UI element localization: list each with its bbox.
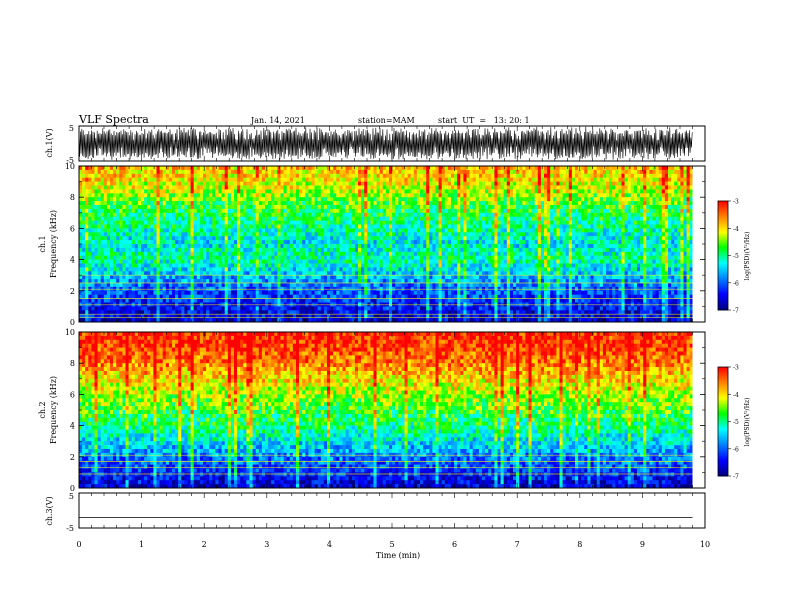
x-axis-time: 0 1 2 3 4 5 6 7 8 9 10	[76, 540, 710, 549]
y-axis-label-ch2: ch.2	[38, 401, 47, 418]
x-axis-label-time: Time (min)	[376, 551, 420, 560]
waveform-panel-ch3: 5 -5 ch.3(V) 0 1 2 3 4 5 6 7 8 9 10 Time (min)	[45, 492, 710, 560]
y-axis-label-ch1-voltage: ch.1(V)	[45, 128, 54, 157]
colorbar-tick-label: -6	[733, 446, 739, 453]
y-axis-label-ch1: ch.1	[38, 235, 47, 252]
x-tick-label: 2	[202, 540, 207, 549]
x-tick-label: 10	[700, 540, 710, 549]
colorbar-tick-label: -7	[733, 308, 739, 315]
colorbar-tick-label: -3	[733, 199, 739, 206]
colorbar-ch1: -3 -4 -5 -6 -7 log(PSD)(V²/Hz)	[717, 199, 751, 315]
x-tick-label: 3	[264, 540, 269, 549]
spectrogram-panel-ch1: 0 2 4 6 8 10 ch.1 Frequency (kHz)	[38, 162, 706, 327]
date-label: Jan. 14, 2021	[250, 116, 305, 125]
waveform-path-ch1	[79, 126, 693, 160]
station-label: station=MAM	[358, 116, 415, 125]
colorbar-ticks-ch1: -3 -4 -5 -6 -7	[728, 199, 739, 315]
colorbar-tick-label: -3	[733, 365, 739, 372]
colorbar-tick-label: -4	[733, 226, 739, 233]
colorbar-gradient-ch2	[718, 367, 728, 477]
colorbar-tick-label: -7	[733, 474, 739, 481]
start-time-label: start UT = 13: 20: 1	[438, 116, 530, 125]
x-tick-label: 6	[452, 540, 457, 549]
waveform-panel-ch1: 5 -5 ch.1(V)	[45, 124, 706, 165]
colorbar-ch2: -3 -4 -5 -6 -7 log(PSD)(V²/Hz)	[717, 365, 751, 481]
y-tick-label: 0	[70, 484, 75, 493]
y-tick-label: 6	[70, 390, 75, 399]
x-tick-label: 5	[389, 540, 394, 549]
y-tick-label: 5	[69, 492, 74, 501]
x-tick-label: 7	[515, 540, 520, 549]
spectrogram-image-ch1	[79, 166, 705, 322]
colorbar-tick-label: -5	[733, 253, 739, 260]
y-tick-label: 8	[70, 193, 75, 202]
spectrogram-image-ch2	[79, 332, 705, 488]
y-axis-label-frequency: Frequency (kHz)	[49, 210, 58, 278]
y-tick-label: 5	[69, 124, 74, 133]
x-tick-label: 1	[139, 540, 144, 549]
panel-frame-ch3-waveform	[78, 492, 706, 529]
x-tick-label: 9	[640, 540, 645, 549]
colorbar-tick-label: -4	[733, 392, 739, 399]
colorbar-label-ch1: log(PSD)(V²/Hz)	[744, 232, 751, 281]
colorbar-tick-label: -6	[733, 280, 739, 287]
figure-title: VLF Spectra	[78, 113, 149, 126]
y-axis-label-frequency: Frequency (kHz)	[49, 376, 58, 444]
colorbar-label-ch2: log(PSD)(V²/Hz)	[744, 398, 751, 447]
y-tick-label: -5	[66, 156, 74, 165]
y-tick-label: 8	[70, 359, 75, 368]
y-tick-label: 10	[65, 162, 75, 171]
y-tick-label: 0	[70, 318, 75, 327]
colorbar-gradient-ch1	[718, 201, 728, 311]
x-tick-label: 4	[327, 540, 332, 549]
y-tick-label: -5	[66, 524, 74, 533]
time-tick-marks	[78, 126, 706, 528]
waveform-trace-ch1	[79, 126, 693, 160]
x-tick-label: 8	[577, 540, 582, 549]
y-tick-label: 4	[70, 422, 75, 431]
y-axis-ch2-frequency: 0 2 4 6 8 10	[65, 328, 705, 493]
y-axis-ch1-frequency: 0 2 4 6 8 10	[65, 162, 705, 327]
x-tick-label: 0	[76, 540, 81, 549]
colorbar-ticks-ch2: -3 -4 -5 -6 -7	[728, 365, 739, 481]
spectrogram-panel-ch2: 0 2 4 6 8 10 ch.2 Frequency (kHz)	[38, 328, 706, 493]
colorbar-tick-label: -5	[733, 419, 739, 426]
y-tick-label: 10	[65, 328, 75, 337]
y-tick-label: 2	[70, 287, 75, 296]
y-tick-label: 4	[70, 256, 75, 265]
y-tick-label: 6	[70, 224, 75, 233]
y-axis-label-ch3-voltage: ch.3(V)	[45, 496, 54, 525]
y-tick-label: 2	[70, 453, 75, 462]
